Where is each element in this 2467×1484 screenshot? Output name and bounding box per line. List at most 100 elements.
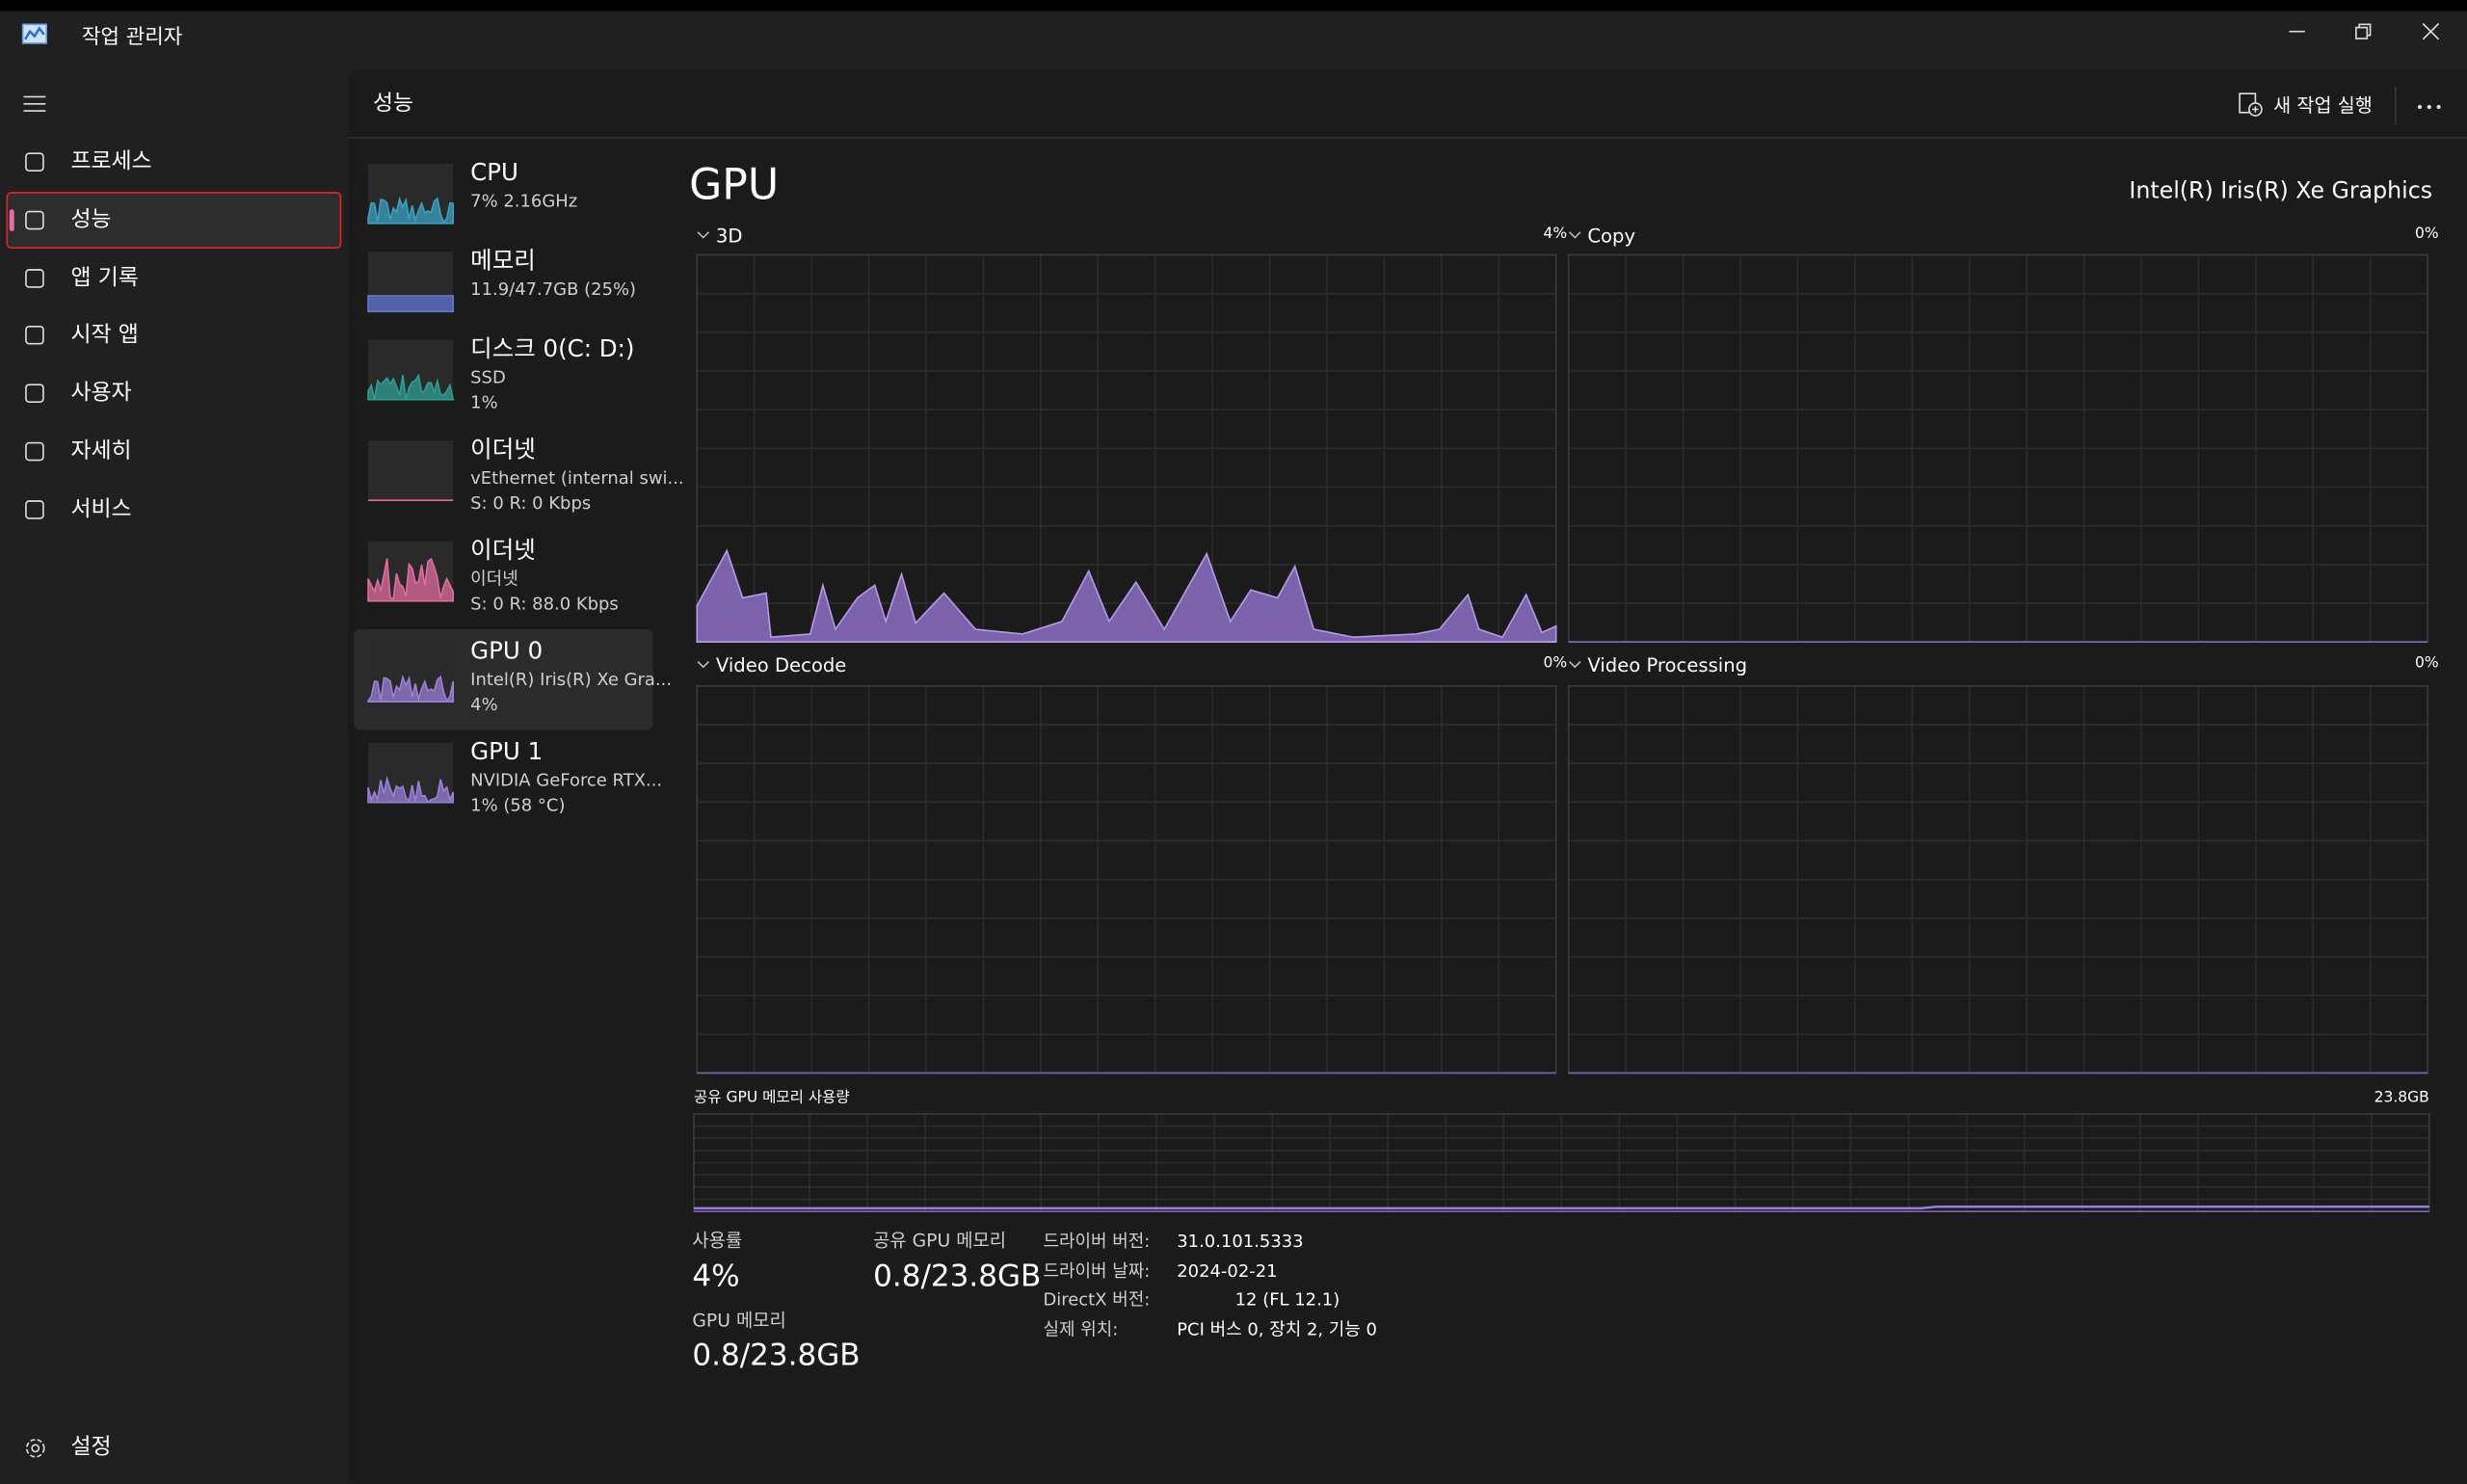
graph-value: 4% [1543,225,1568,243]
thumbnail-sparkline [367,373,455,401]
shared-memory-line [693,1206,2429,1210]
graph [1567,253,2428,643]
device-detail: S: 0 R: 88.0 Kbps [470,594,619,615]
restore-button[interactable] [2353,22,2373,41]
device-detail: 이더넷 [470,569,518,590]
property-label: DirectX 버전: [1043,1289,1151,1311]
nav-item[interactable]: 자세히 [70,438,132,464]
property-value: PCI 버스 0, 장치 2, 기능 0 [1177,1319,1377,1340]
device-detail: vEthernet (internal swi... [470,467,684,489]
nav-icon [25,499,44,519]
graph-3d-area [696,253,1557,643]
minimize-button[interactable] [2288,22,2307,41]
thumbnail-sparkline [367,775,455,804]
graph-label: 3D [715,225,743,248]
property-label: 드라이버 날짜: [1043,1260,1151,1282]
graph-grid [696,253,1557,643]
header-divider [2394,86,2397,124]
top-edge [0,0,2467,12]
detail-title: GPU [689,161,780,210]
graph-grid [1567,685,2428,1074]
stat-value: 0.8/23.8GB [692,1338,861,1373]
device-thumbnail [367,252,455,313]
property-value: 12 (FL 12.1) [1234,1289,1340,1311]
property-label: 드라이버 버전: [1043,1231,1151,1252]
device-detail: 11.9/47.7GB (25%) [470,278,637,301]
graph-label: Copy [1587,225,1636,248]
property-value: 2024-02-21 [1177,1260,1278,1282]
main-panel [347,68,2467,1484]
nav-icon [25,210,44,230]
nav-item[interactable]: 사용자 [70,381,132,407]
chevron [697,231,710,239]
device-name[interactable]: GPU 0 [470,636,544,665]
device-name[interactable]: 이더넷 [470,535,536,565]
device-detail: 4% [470,694,498,716]
device-name[interactable]: 이더넷 [470,435,536,464]
device-name[interactable]: 디스크 0(C: D:) [470,333,635,363]
device-thumbnail [367,541,455,602]
shared-memory-graph-label: 공유 GPU 메모리 사용량 [693,1089,850,1107]
graph-value: 0% [2414,225,2439,243]
device-thumbnail [367,742,455,804]
nav-icon [25,384,44,404]
graph-value: 0% [1543,654,1568,673]
device-detail: 1% [470,392,498,413]
run-task-icon [2239,93,2263,117]
device-detail: NVIDIA GeForce RTX... [470,770,663,791]
thumbnail-sparkline [367,295,455,313]
shared-memory-graph [693,1113,2430,1212]
nav-item[interactable]: 앱 기록 [70,265,139,291]
nav-icon-shape [25,210,44,230]
nav-icon-shape [25,326,44,346]
device-detail: SSD [470,367,506,388]
chevron [1568,660,1581,669]
nav-item[interactable]: 프로세스 [70,149,152,175]
thumbnail-sparkline [367,675,455,703]
thumbnail-sparkline [367,557,455,602]
graph [696,685,1557,1074]
graph-chevron [697,660,710,669]
close-button[interactable] [2422,22,2441,41]
device-detail: S: 0 R: 0 Kbps [470,492,592,515]
nav-item[interactable]: 성능 [70,207,112,233]
hamburger-button[interactable] [23,94,46,114]
nav-icon [25,441,44,462]
app-icon [21,23,47,44]
graph [1567,685,2428,1074]
nav-icon [25,326,44,346]
graph-chevron [1568,660,1581,669]
stat-label: 사용률 [692,1229,743,1252]
graph-value: 0% [2414,654,2439,673]
device-name[interactable]: CPU [470,158,518,187]
nav-icon [25,152,44,172]
device-thumbnail [367,163,455,225]
device-thumbnail [367,642,455,703]
property-value: 31.0.101.5333 [1177,1231,1304,1252]
graph-label: Video Decode [715,654,847,677]
more-button[interactable] [2417,104,2442,111]
nav-icon-shape [25,499,44,519]
shared-memory-graph-max: 23.8GB [2374,1089,2429,1107]
nav-icon-shape [25,441,44,462]
run-new-task-button[interactable]: 새 작업 실행 [2273,93,2373,117]
nav-item[interactable]: 서비스 [70,496,132,522]
device-name[interactable]: GPU 1 [470,736,544,766]
stat-label: 공유 GPU 메모리 [873,1229,1007,1252]
chevron [1568,231,1581,239]
settings-link[interactable]: 설정 [70,1434,112,1461]
settings-icon [25,1439,45,1458]
nav-item[interactable]: 시작 앱 [70,323,139,349]
device-thumbnail [367,339,455,401]
nav-icon [25,268,44,288]
stat-value: 0.8/23.8GB [873,1259,1042,1294]
property-label: 실제 위치: [1043,1319,1119,1340]
nav-icon-shape [25,152,44,172]
graph-grid [1567,253,2428,643]
adapter-name: Intel(R) Iris(R) Xe Graphics [2129,178,2433,204]
chevron [697,660,710,669]
nav-indicator [9,208,14,231]
stat-label: GPU 메모리 [692,1309,786,1332]
device-name[interactable]: 메모리 [470,246,536,275]
